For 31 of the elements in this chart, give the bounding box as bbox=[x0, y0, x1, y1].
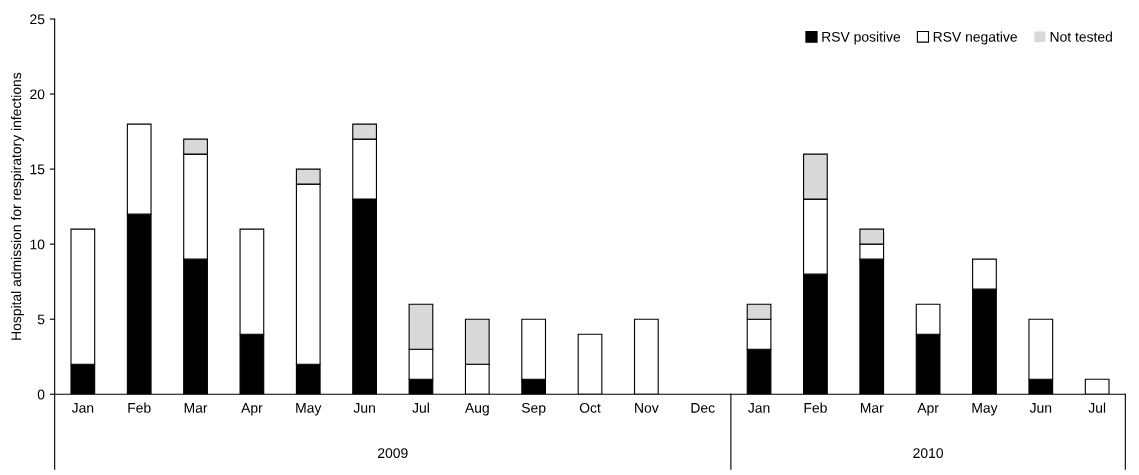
x-tick-label: Jan bbox=[748, 403, 770, 413]
x-tick-label: Nov bbox=[635, 403, 659, 413]
y-axis-title: Hospital admission for respiratory infections bbox=[11, 72, 24, 340]
x-tick-label: Jul bbox=[412, 402, 429, 413]
x-tick-label: Feb bbox=[128, 402, 151, 413]
x-tick-label: May bbox=[972, 403, 998, 416]
x-tick-label: Oct bbox=[579, 402, 601, 413]
y-tick-label: 20 bbox=[30, 89, 45, 100]
x-tick-label: Apr bbox=[241, 403, 263, 416]
text: 2009 bbox=[378, 448, 408, 459]
y-tick-label: 5 bbox=[37, 314, 45, 325]
x-tick-label: Jan bbox=[71, 403, 94, 413]
x-tick-label: Mar bbox=[184, 403, 208, 413]
y-tick-label: 25 bbox=[30, 14, 45, 25]
legend-label: RSV negative bbox=[933, 31, 1017, 45]
legend-label: Not tested bbox=[1050, 31, 1112, 42]
y-tick-label: 15 bbox=[30, 164, 45, 175]
x-tick-label: Dec bbox=[691, 403, 715, 413]
y-tick-label: 10 bbox=[30, 239, 45, 250]
x-tick-label: May bbox=[296, 403, 322, 416]
x-tick-label: Mar bbox=[860, 403, 884, 413]
x-tick-label: Jun bbox=[1029, 403, 1052, 413]
text: 2010 bbox=[913, 448, 944, 459]
x-tick-label: Jul bbox=[1088, 402, 1106, 413]
x-tick-label: Apr bbox=[917, 403, 939, 416]
x-tick-label: Aug bbox=[464, 403, 489, 416]
x-tick-label: Jun bbox=[353, 403, 375, 413]
x-tick-label: Sep bbox=[521, 402, 546, 416]
legend-label: RSV positive bbox=[822, 31, 901, 45]
y-tick-label: 0 bbox=[37, 389, 45, 400]
x-tick-label: Feb bbox=[804, 402, 827, 413]
